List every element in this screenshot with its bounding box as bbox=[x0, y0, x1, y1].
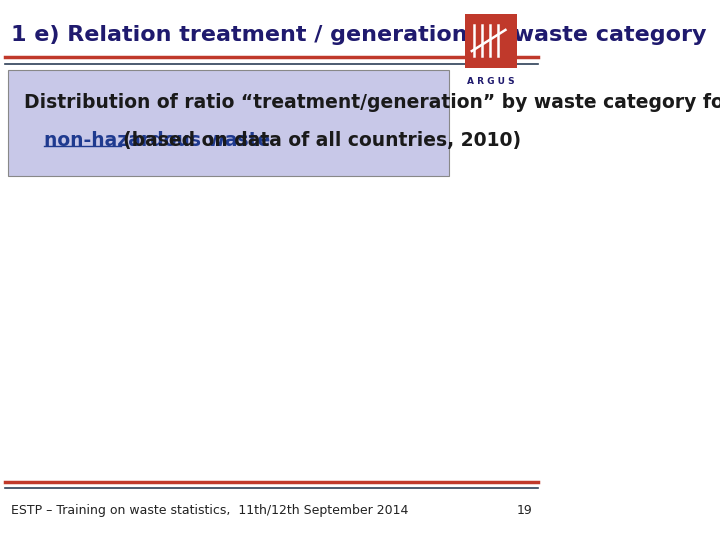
Text: A R G U S: A R G U S bbox=[467, 77, 515, 86]
FancyBboxPatch shape bbox=[8, 70, 449, 176]
Text: 19: 19 bbox=[517, 504, 533, 517]
Text: Distribution of ratio “treatment/generation” by waste category for: Distribution of ratio “treatment/generat… bbox=[24, 93, 720, 112]
Text: ESTP – Training on waste statistics,  11th/12th September 2014: ESTP – Training on waste statistics, 11t… bbox=[11, 504, 408, 517]
Text: non-hazardous waste: non-hazardous waste bbox=[43, 131, 276, 150]
Text: 1 e) Relation treatment / generation by waste category: 1 e) Relation treatment / generation by … bbox=[11, 25, 706, 45]
Text: (based on data of all countries, 2010): (based on data of all countries, 2010) bbox=[123, 131, 521, 150]
FancyBboxPatch shape bbox=[465, 14, 516, 68]
